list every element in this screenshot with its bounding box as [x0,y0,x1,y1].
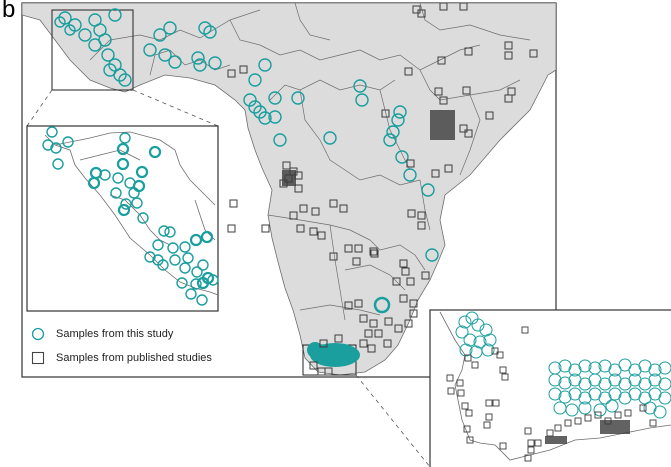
square-icon [30,350,46,366]
legend-label: Samples from published studies [56,352,212,364]
panel-label: b [2,0,16,23]
south-africa-inset-coastline [439,311,671,461]
africa-landmass [22,3,556,376]
study-sample-markers [54,8,439,314]
legend-label: Samples from this study [56,328,174,340]
south-africa-inset-study-markers [455,311,671,419]
legend-item-study-samples: Samples from this study [30,322,212,346]
published-sample-clusters [282,110,455,186]
map-legend: Samples from this study Samples from pub… [30,322,212,370]
legend-item-published-samples: Samples from published studies [30,346,212,370]
study-sample-cluster [307,342,323,358]
west-africa-inset-markers [42,126,219,306]
country-borders [89,3,531,321]
south-africa-inset-published-clusters [545,420,630,444]
inset-connector-line [355,374,431,467]
west-africa-locator-box [51,9,134,91]
circle-icon [30,326,46,342]
published-sample-markers [227,2,538,376]
